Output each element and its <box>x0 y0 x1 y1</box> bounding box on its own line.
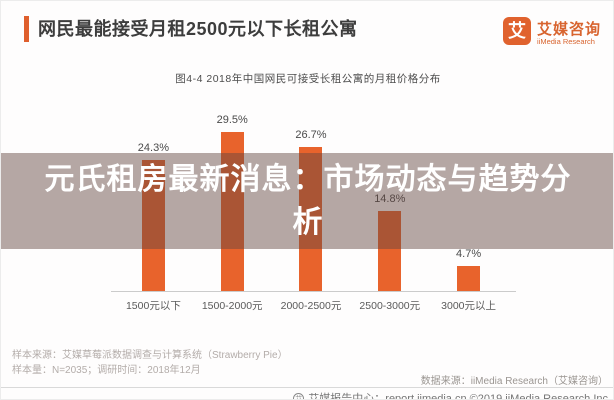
x-axis-label: 2500-3000元 <box>359 300 421 312</box>
bar-value-label: 26.7% <box>295 129 327 141</box>
bar-value-label: 4.7% <box>456 248 482 260</box>
x-axis-labels: 1500元以下 1500-2000元 2000-2500元 2500-3000元 300… <box>114 298 508 313</box>
x-axis-line <box>111 291 516 292</box>
bar-value-label: 14.8% <box>374 193 406 205</box>
bar-group: 26.7% <box>272 129 351 291</box>
bar <box>141 160 165 291</box>
x-axis-label: 2000-2500元 <box>280 300 342 312</box>
x-axis-label: 1500元以下 <box>125 300 181 312</box>
chart-title: 图4-4 2018年中国网民可接受长租公寓的月租价格分布 <box>175 73 441 85</box>
footer-divider <box>1 387 613 388</box>
bar-group: 24.3% <box>114 142 193 291</box>
sample-size-note: 样本量：N=2035；调研时间：2018年12月 <box>12 365 201 376</box>
data-source-note: 数据来源：iiMedia Research（艾媒咨询） <box>420 376 608 387</box>
headline-overlay-banner: 元氏租房最新消息：市场动态与趋势分 析 <box>1 153 613 249</box>
x-axis-label: 1500-2000元 <box>201 300 263 312</box>
headline-line-1: 元氏租房最新消息：市场动态与趋势分 <box>44 163 572 196</box>
bar <box>220 132 244 291</box>
bar <box>299 147 323 291</box>
logo-name-cn: 艾媒咨询 <box>537 21 602 38</box>
logo-name-en: iiMedia Research <box>537 37 595 46</box>
headline-line-2: 析 <box>292 206 324 239</box>
title-accent-bar <box>24 16 29 42</box>
iimedia-logo: 艾 艾媒咨询 iiMedia Research <box>503 16 603 48</box>
footer-text: 艾媒报告中心：report.iimedia.cn ©2019 iiMedia R… <box>308 393 608 400</box>
page-title: 网民最能接受月租2500元以下长租公寓 <box>38 19 358 39</box>
sample-source-note: 样本来源：艾媒草莓派数据调查与计算系统（Strawberry Pie） <box>12 350 288 361</box>
bar-group: 4.7% <box>429 248 508 291</box>
footer: 艾 艾媒报告中心：report.iimedia.cn ©2019 iiMedia… <box>293 390 608 400</box>
bar <box>457 266 481 291</box>
bar-chart: 24.3% 29.5% 26.7% 14.8% 4.7% <box>114 105 508 291</box>
iimedia-circle-icon: 艾 <box>293 392 305 399</box>
x-axis-label: 3000元以上 <box>441 300 497 312</box>
bar-value-label: 29.5% <box>216 114 248 126</box>
bar-value-label: 24.3% <box>137 142 169 154</box>
iimedia-logo-icon: 艾 <box>503 17 531 45</box>
bar-group: 14.8% <box>350 193 429 291</box>
bar-group: 29.5% <box>193 114 272 291</box>
bar <box>378 211 402 291</box>
